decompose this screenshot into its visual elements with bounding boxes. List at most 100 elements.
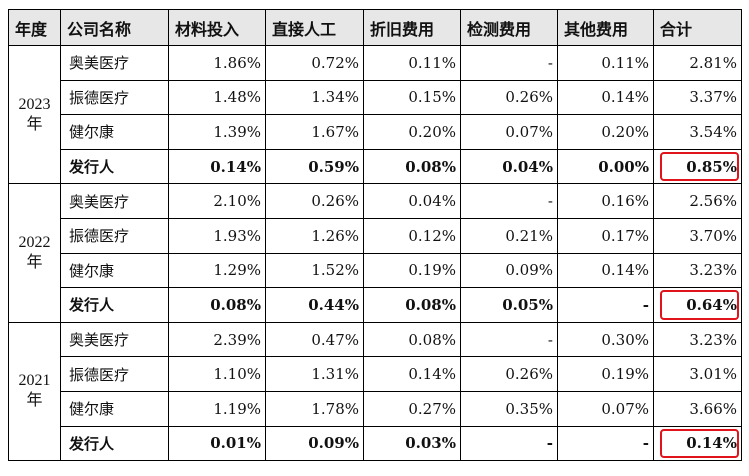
table-row: 健尔康 1.29% 1.52% 0.19% 0.09% 0.14% 3.23% [9,252,742,289]
materials-cell: 0.08% [168,287,266,323]
direct-labor-cell: 0.59% [265,148,364,185]
total-cell: 3.66% [653,390,742,427]
direct-labor-cell: 1.34% [265,79,364,116]
other-cell: 0.14% [557,79,654,116]
other-cell: 0.07% [557,390,654,427]
table-row: 健尔康 1.19% 1.78% 0.27% 0.35% 0.07% 3.66% [9,390,742,427]
company-name-cell: 奥美医疗 [60,183,169,219]
materials-cell: 1.10% [168,356,266,392]
company-name-cell: 振德医疗 [60,79,169,116]
year-number: 2021 [18,372,51,390]
total-cell: 3.01% [653,356,742,392]
table-row: 2021 年奥美医疗 2.39% 0.47% 0.08% -0.30% 3.23% [8,321,742,462]
testing-cell: 0.09% [460,252,558,289]
materials-cell: 1.93% [168,217,266,254]
header-materials: 材料投入 [168,9,266,46]
company-name-cell: 健尔康 [60,114,169,150]
highlight-box [660,428,739,459]
header-year: 年度 [8,9,61,46]
header-row: 年度 公司名称 材料投入 直接人工 折旧费用 检测费用 其他费用 合计 [8,9,742,46]
other-cell: - [557,287,654,323]
materials-cell: 0.14% [168,148,266,185]
company-name-cell: 振德医疗 [60,356,169,392]
depreciation-cell: 0.08% [363,148,461,185]
year-number: 2022 [18,234,51,252]
table-row: 2023 年奥美医疗 1.86% 0.72% 0.11% -0.11% 2.81% [8,44,742,185]
other-cell: 0.17% [557,217,654,254]
total-cell-highlighted: 0.64% [653,287,742,323]
total-cell: 3.70% [653,217,742,254]
total-cell: 3.23% [653,252,742,289]
depreciation-cell: 0.12% [363,217,461,254]
direct-labor-cell: 1.67% [265,114,364,150]
testing-cell: 0.21% [460,217,558,254]
direct-labor-cell: 1.78% [265,390,364,427]
testing-cell: 0.04% [460,148,558,185]
materials-cell: 1.19% [168,390,266,427]
year-suffix: 年 [26,392,43,410]
table-body: 2023 年奥美医疗 1.86% 0.72% 0.11% -0.11% 2.81% 振德医疗 1… [8,44,742,462]
table-row: 振德医疗 1.48% 1.34% 0.15% 0.26% 0.14% 3.37% [9,79,742,116]
other-cell: 0.20% [557,114,654,150]
other-cell: 0.19% [557,356,654,392]
company-name-cell: 发行人 [60,287,169,323]
materials-cell: 1.39% [168,114,266,150]
table-row: 发行人 0.01% 0.09% 0.03% - -0.14% [9,425,742,462]
materials-cell: 1.86% [168,45,266,81]
direct-labor-cell: 0.72% [265,45,364,81]
total-cell: 3.54% [653,114,742,150]
total-value: 0.85% [686,157,737,176]
total-cell-highlighted: 0.14% [653,425,742,462]
direct-labor-cell: 0.47% [265,321,364,358]
direct-labor-cell: 0.09% [265,425,364,462]
testing-cell: 0.07% [460,114,558,150]
materials-cell: 2.10% [168,183,266,219]
materials-cell: 1.48% [168,79,266,116]
total-cell: 2.81% [653,45,742,81]
highlight-box [660,290,739,320]
year-number: 2023 [18,95,51,113]
total-value: 0.64% [686,295,737,314]
year-cell: 2022 年 [8,183,61,323]
total-cell-highlighted: 0.85% [653,148,742,185]
other-cell: 0.16% [557,183,654,219]
direct-labor-cell: 0.44% [265,287,364,323]
table-row: 振德医疗 1.93% 1.26% 0.12% 0.21% 0.17% 3.70% [9,217,742,254]
table-row: 振德医疗 1.10% 1.31% 0.14% 0.26% 0.19% 3.01% [9,356,742,392]
depreciation-cell: 0.08% [363,321,461,358]
other-cell: 0.00% [557,148,654,185]
testing-cell: 0.05% [460,287,558,323]
company-name-cell: 振德医疗 [60,217,169,254]
other-cell: 0.11% [557,45,654,81]
total-cell: 3.23% [653,321,742,358]
depreciation-cell: 0.03% [363,425,461,462]
depreciation-cell: 0.27% [363,390,461,427]
materials-cell: 1.29% [168,252,266,289]
company-name-cell: 发行人 [60,425,169,462]
depreciation-cell: 0.19% [363,252,461,289]
depreciation-cell: 0.04% [363,183,461,219]
materials-cell: 2.39% [168,321,266,358]
table-row: 发行人 0.14% 0.59% 0.08% 0.04% 0.00% 0.85% [9,148,742,185]
total-cell: 3.37% [653,79,742,116]
testing-cell: 0.26% [460,356,558,392]
testing-cell: - [460,321,558,358]
year-suffix: 年 [26,254,43,272]
depreciation-cell: 0.15% [363,79,461,116]
testing-cell: - [460,425,558,462]
company-name-cell: 奥美医疗 [60,45,169,81]
header-direct-labor: 直接人工 [265,9,364,46]
year-cell: 2023 年 [8,44,61,185]
other-cell: 0.30% [557,321,654,358]
year-cell: 2021 年 [8,321,61,462]
table-row: 发行人 0.08% 0.44% 0.08% 0.05% -0.64% [9,287,742,323]
direct-labor-cell: 1.31% [265,356,364,392]
testing-cell: 0.35% [460,390,558,427]
company-name-cell: 奥美医疗 [60,321,169,358]
other-cell: 0.14% [557,252,654,289]
table-row: 健尔康 1.39% 1.67% 0.20% 0.07% 0.20% 3.54% [9,114,742,150]
header-other: 其他费用 [557,9,654,46]
highlight-box [660,151,739,182]
company-name-cell: 健尔康 [60,390,169,427]
company-name-cell: 健尔康 [60,252,169,289]
